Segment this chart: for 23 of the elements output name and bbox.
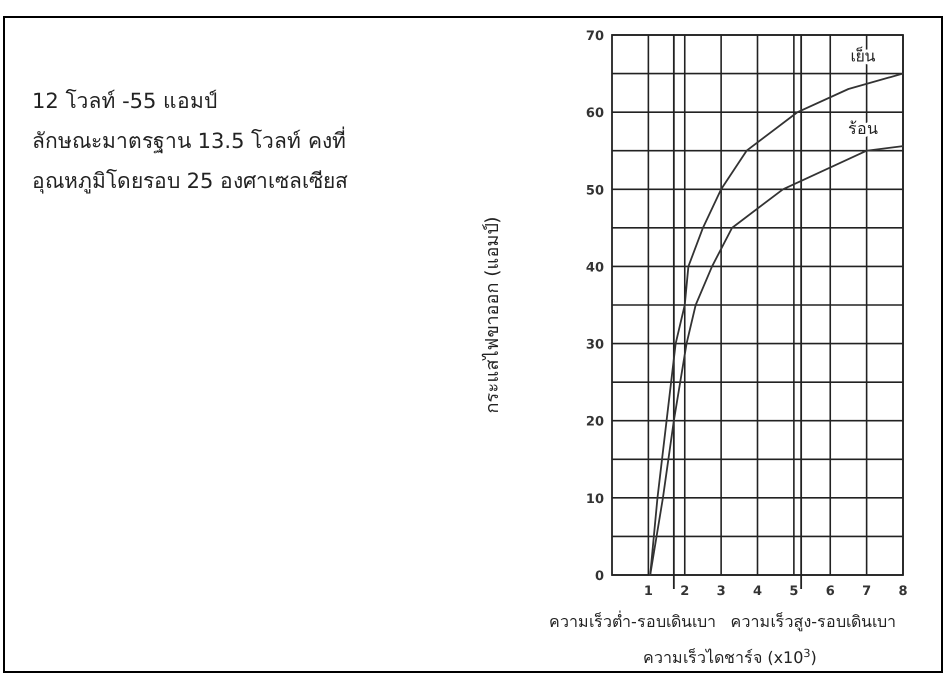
y-axis-title: กระแสไฟขาออก (แอมป์) xyxy=(481,216,503,414)
ref-line-label: ความเร็วต่ำ-รอบเดินเบา xyxy=(549,610,716,631)
x-tick-label: 5 xyxy=(789,584,798,599)
y-tick-label: 0 xyxy=(594,569,604,584)
text: อุณหภูมิโดยรอบ 25 องศาเซลเซียส xyxy=(32,169,348,194)
y-tick-label: 70 xyxy=(586,29,604,44)
x-tick-label: 6 xyxy=(826,584,835,599)
x-tick-label: 8 xyxy=(898,584,908,599)
x-tick-label: 3 xyxy=(716,584,726,599)
x-tick-label: 4 xyxy=(752,584,762,599)
x-tick-label: 7 xyxy=(862,584,872,599)
ref-line-label: ความเร็วสูง-รอบเดินเบา xyxy=(730,611,896,632)
y-tick-label: 40 xyxy=(586,260,604,276)
x-axis-title: ความเร็วไดชาร์จ (x10$^{3}$) xyxy=(643,646,817,667)
y-tick-label: 60 xyxy=(586,106,604,122)
x-tick-label: 2 xyxy=(680,584,690,599)
y-tick-label: 10 xyxy=(586,492,604,507)
y-tick-label: 50 xyxy=(586,183,604,198)
y-tick-label: 20 xyxy=(586,414,604,430)
y-tick-label: 30 xyxy=(586,338,604,353)
text: 12 โวลท์ -55 แอมป์ xyxy=(32,89,218,113)
x-tick-label: 1 xyxy=(644,584,653,599)
text: ลักษณะมาตรฐาน 13.5 โวลท์ คงที่ xyxy=(32,126,346,153)
